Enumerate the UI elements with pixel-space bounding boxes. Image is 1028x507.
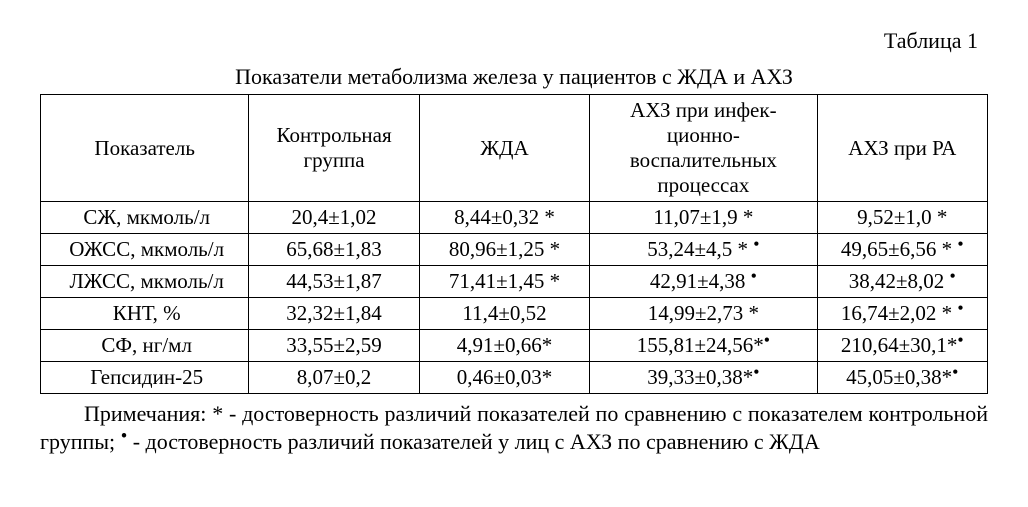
cell: 33,55±2,59 xyxy=(249,330,419,362)
cell: 53,24±4,5 * • xyxy=(590,234,817,266)
cell: 210,64±30,1*• xyxy=(817,330,988,362)
cell: 11,4±0,52 xyxy=(419,298,589,330)
cell: 71,41±1,45 * xyxy=(419,266,589,298)
table-body: СЖ, мкмоль/л 20,4±1,02 8,44±0,32 * 11,07… xyxy=(41,202,988,394)
table-row: Гепсидин-25 8,07±0,2 0,46±0,03* 39,33±0,… xyxy=(41,362,988,394)
cell: 42,91±4,38 • xyxy=(590,266,817,298)
cell: 155,81±24,56*• xyxy=(590,330,817,362)
cell: 32,32±1,84 xyxy=(249,298,419,330)
cell: 9,52±1,0 * xyxy=(817,202,988,234)
col-header: АХЗ при РА xyxy=(817,95,988,202)
cell: 20,4±1,02 xyxy=(249,202,419,234)
row-label: КНТ, % xyxy=(41,298,249,330)
row-label: ОЖСС, мкмоль/л xyxy=(41,234,249,266)
row-label: Гепсидин-25 xyxy=(41,362,249,394)
cell: 8,07±0,2 xyxy=(249,362,419,394)
cell: 4,91±0,66* xyxy=(419,330,589,362)
col-header: Показатель xyxy=(41,95,249,202)
table-header-row: Показатель Контрольная группа ЖДА АХЗ пр… xyxy=(41,95,988,202)
table-row: СФ, нг/мл 33,55±2,59 4,91±0,66* 155,81±2… xyxy=(41,330,988,362)
cell: 49,65±6,56 * • xyxy=(817,234,988,266)
table-notes: Примечания: * - достоверность различий п… xyxy=(40,400,988,455)
table-row: КНТ, % 32,32±1,84 11,4±0,52 14,99±2,73 *… xyxy=(41,298,988,330)
cell: 38,42±8,02 • xyxy=(817,266,988,298)
cell: 39,33±0,38*• xyxy=(590,362,817,394)
cell: 8,44±0,32 * xyxy=(419,202,589,234)
table-caption: Показатели метаболизма железа у пациенто… xyxy=(40,64,988,90)
table-row: ОЖСС, мкмоль/л 65,68±1,83 80,96±1,25 * 5… xyxy=(41,234,988,266)
col-header: АХЗ при инфек­ционно-воспалительных проц… xyxy=(590,95,817,202)
cell: 16,74±2,02 * • xyxy=(817,298,988,330)
row-label: ЛЖСС, мкмоль/л xyxy=(41,266,249,298)
table-number: Таблица 1 xyxy=(40,28,978,54)
cell: 0,46±0,03* xyxy=(419,362,589,394)
row-label: СФ, нг/мл xyxy=(41,330,249,362)
cell: 11,07±1,9 * xyxy=(590,202,817,234)
col-header: ЖДА xyxy=(419,95,589,202)
table-row: ЛЖСС, мкмоль/л 44,53±1,87 71,41±1,45 * 4… xyxy=(41,266,988,298)
row-label: СЖ, мкмоль/л xyxy=(41,202,249,234)
cell: 80,96±1,25 * xyxy=(419,234,589,266)
col-header: Контрольная группа xyxy=(249,95,419,202)
table-row: СЖ, мкмоль/л 20,4±1,02 8,44±0,32 * 11,07… xyxy=(41,202,988,234)
data-table: Показатель Контрольная группа ЖДА АХЗ пр… xyxy=(40,94,988,394)
cell: 65,68±1,83 xyxy=(249,234,419,266)
cell: 44,53±1,87 xyxy=(249,266,419,298)
cell: 45,05±0,38*• xyxy=(817,362,988,394)
cell: 14,99±2,73 * xyxy=(590,298,817,330)
